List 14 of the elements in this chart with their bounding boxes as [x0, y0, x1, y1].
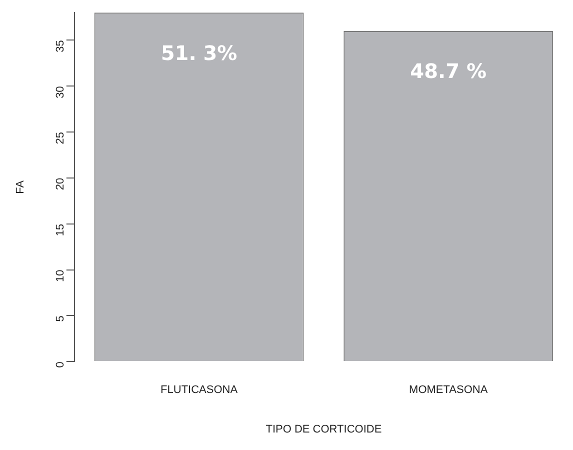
y-tick-label: 35 [54, 40, 66, 52]
x-tick-label: FLUTICASONA [160, 384, 238, 396]
annotation: 48.7 % [410, 59, 487, 84]
y-axis-title: FA [14, 180, 27, 194]
annotation: 51. 3% [160, 40, 238, 65]
y-tick-label: 30 [54, 86, 66, 98]
x-tick-label: MOMETASONA [409, 384, 488, 396]
y-tick-label: 0 [54, 362, 66, 368]
y-tick-label: 25 [54, 132, 66, 144]
y-tick-label: 20 [54, 178, 66, 190]
y-tick-label: 15 [54, 224, 66, 236]
x-axis-title: TIPO DE CORTICOIDE [266, 423, 382, 436]
y-tick-label: 10 [54, 270, 66, 282]
y-tick-label: 5 [54, 316, 66, 322]
